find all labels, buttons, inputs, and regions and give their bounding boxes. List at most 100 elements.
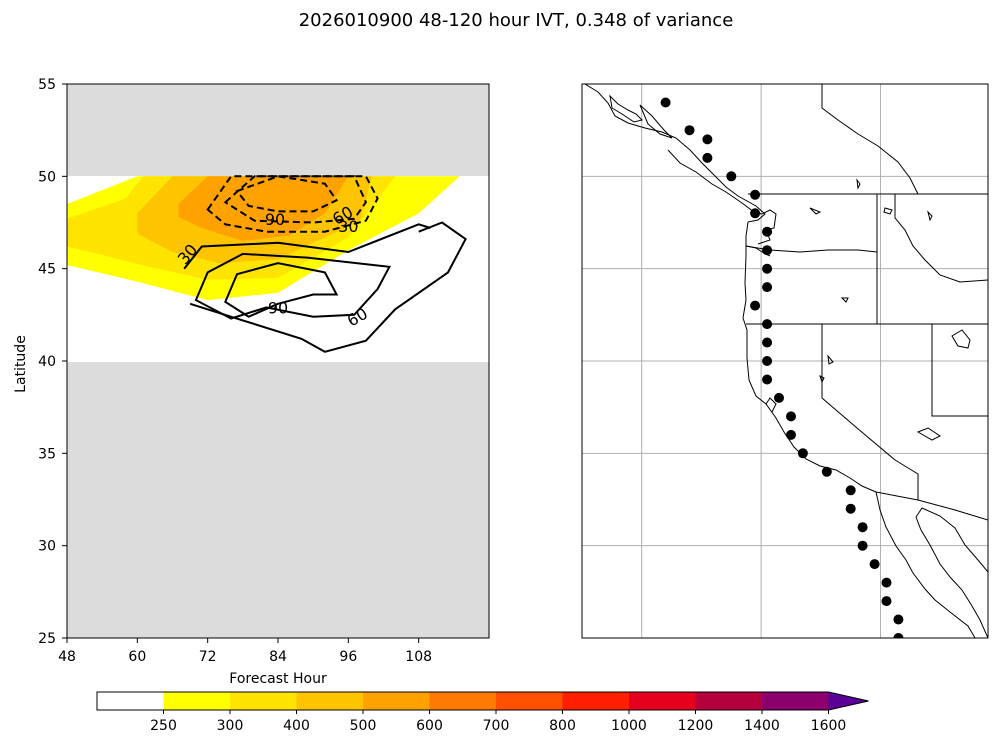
- map-frame: [581, 83, 989, 639]
- station-point: [845, 503, 856, 514]
- station-point: [786, 429, 796, 440]
- station-point: [750, 189, 761, 200]
- gulf-of-california-coast: [915, 507, 988, 638]
- colorbar-tick-label: 800: [549, 718, 576, 734]
- contour-line-solid-90-4: [224, 262, 339, 318]
- left-y-ticks: 25 30 35 40 45 50 55: [38, 77, 67, 647]
- contour-line-dashed-90-0: [235, 175, 339, 213]
- x-tick-label: 60: [128, 649, 146, 665]
- id-mt-border: [894, 194, 988, 283]
- colorbar-tick-label: 1600: [811, 718, 847, 734]
- contour-label-30: 30: [338, 217, 358, 236]
- x-tick-label: 48: [58, 649, 76, 665]
- station-point: [821, 466, 832, 477]
- missing-data-top: [67, 84, 489, 176]
- station-markers: [660, 97, 904, 638]
- line-contours: [183, 175, 467, 353]
- station-point: [750, 300, 761, 311]
- station-point: [762, 245, 773, 256]
- canada-provincial-line: [821, 84, 919, 195]
- colorbar-extend-arrow: [828, 692, 869, 710]
- y-tick-label: 55: [38, 77, 56, 93]
- lake-3: [809, 207, 822, 215]
- station-point: [893, 633, 904, 638]
- colorbar-segment: [562, 692, 630, 710]
- lakes: [809, 178, 971, 441]
- station-point: [762, 282, 773, 293]
- station-point: [762, 263, 773, 274]
- sf-bay: [765, 397, 777, 413]
- station-point: [702, 152, 713, 163]
- x-tick-label: 84: [269, 649, 287, 665]
- coastline: [584, 84, 976, 638]
- station-point: [797, 448, 808, 459]
- station-point: [845, 485, 856, 496]
- right-panel-map: [581, 83, 989, 639]
- map-gridlines: [582, 84, 988, 638]
- colorbar-segment: [363, 692, 430, 710]
- station-point: [762, 337, 773, 348]
- colorbar-segment: [762, 692, 829, 710]
- station-point: [762, 374, 773, 385]
- colorbar-segment: [496, 692, 563, 710]
- station-point: [881, 577, 892, 588]
- missing-data-bottom: [67, 362, 489, 638]
- lake-2: [883, 207, 893, 215]
- station-point: [869, 559, 880, 570]
- left-x-axis-label: Forecast Hour: [229, 671, 327, 687]
- station-point: [857, 540, 868, 551]
- state-borders: [745, 84, 988, 521]
- y-tick-label: 40: [38, 354, 56, 370]
- contour-label-90: 90: [268, 298, 288, 317]
- contour-line-solid-60-5: [194, 252, 391, 320]
- station-point: [893, 614, 904, 625]
- station-point: [774, 392, 784, 403]
- x-tick-label: 72: [199, 649, 217, 665]
- contour-label-90: 90: [265, 210, 285, 229]
- lake-7: [916, 427, 941, 441]
- lake-4: [927, 210, 933, 222]
- contour-line-solid-30-3: [183, 223, 431, 270]
- station-point: [762, 356, 773, 366]
- colorbar-segment: [296, 692, 364, 710]
- station-point: [660, 97, 671, 108]
- colorbar-tick-label: 400: [283, 718, 310, 734]
- station-point: [881, 596, 892, 607]
- colorbar: 250 300 400 500 600 700 800 1000 1200 1400 1600: [96, 691, 869, 734]
- station-point: [762, 319, 773, 330]
- x-tick-label: 96: [339, 649, 357, 665]
- colorbar-segment-under: [97, 692, 164, 710]
- y-tick-label: 30: [38, 539, 56, 555]
- y-tick-label: 35: [38, 446, 56, 462]
- colorbar-segment: [629, 692, 696, 710]
- colorbar-tick-label: 300: [217, 718, 244, 734]
- colorbar-segment: [163, 692, 231, 710]
- bc-islands: [639, 104, 673, 139]
- colorbar-tick-label: 1400: [744, 718, 780, 734]
- y-tick-label: 45: [38, 262, 56, 278]
- colorbar-tick-label: 1200: [678, 718, 714, 734]
- contour-line-solid-30-6: [189, 221, 467, 353]
- y-tick-label: 25: [38, 631, 56, 647]
- station-point: [762, 226, 773, 237]
- lake-1: [856, 178, 861, 190]
- lake-8: [827, 354, 834, 365]
- left-y-axis-label: Latitude: [13, 335, 29, 393]
- station-point: [786, 411, 796, 422]
- colorbar-segment: [695, 692, 763, 710]
- colorbar-tick-label: 700: [483, 718, 510, 734]
- ca-nv-border: [821, 324, 919, 500]
- figure-title: 2026010900 48-120 hour IVT, 0.348 of var…: [299, 10, 734, 31]
- station-point: [750, 208, 761, 219]
- colorbar-tick-label: 250: [150, 718, 177, 734]
- colorbar-tick-label: 500: [350, 718, 377, 734]
- lake-6: [951, 329, 971, 349]
- left-x-ticks: 48 60 72 84 96 108: [58, 638, 432, 665]
- haida-gwaii: [609, 94, 643, 123]
- y-tick-label: 50: [38, 169, 56, 185]
- lake-9: [819, 375, 825, 384]
- colorbar-segment: [230, 692, 297, 710]
- station-point: [702, 134, 713, 145]
